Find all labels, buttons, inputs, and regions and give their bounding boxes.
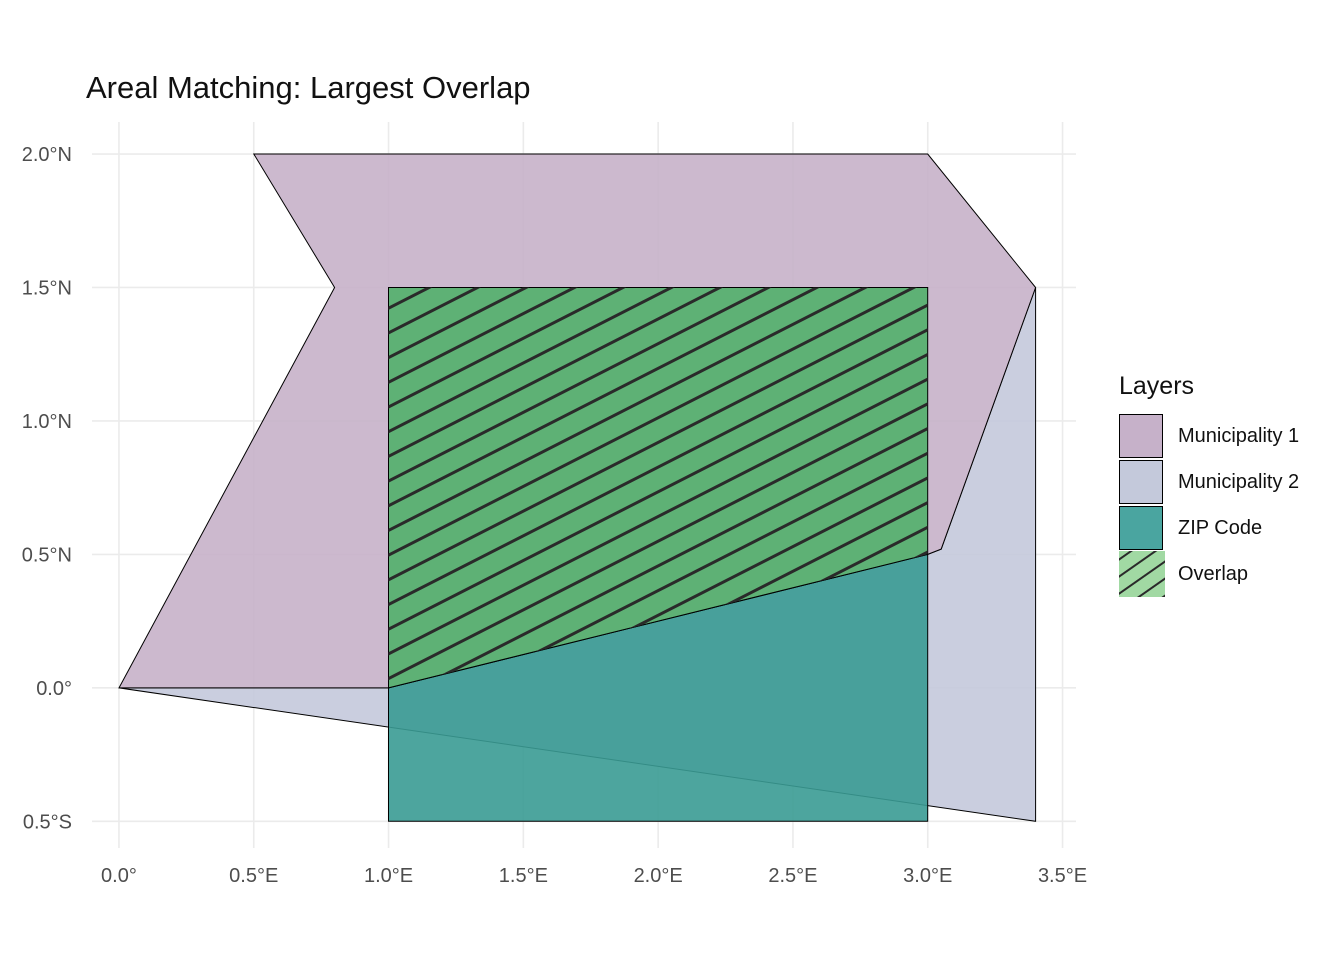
legend-item-municipality-1: Municipality 1 bbox=[1119, 413, 1299, 459]
legend-item-overlap: Overlap bbox=[1119, 551, 1299, 597]
x-axis-ticks: 0.0° 0.5°E 1.0°E 1.5°E 2.0°E 2.5°E 3.0°E 3.5°E bbox=[101, 865, 1087, 887]
y-tick-label: 0.5°S bbox=[23, 811, 72, 833]
y-tick-label: 1.5°N bbox=[22, 277, 72, 299]
map-polygons bbox=[118, 153, 1037, 822]
legend-item-zip-code: ZIP Code bbox=[1119, 505, 1299, 551]
legend-label: Municipality 1 bbox=[1178, 424, 1300, 447]
legend-item-municipality-2: Municipality 2 bbox=[1119, 459, 1299, 505]
y-tick-label: 0.0° bbox=[36, 678, 72, 700]
x-tick-label: 1.0°E bbox=[364, 865, 413, 887]
x-tick-label: 0.0° bbox=[101, 865, 137, 887]
x-tick-label: 2.0°E bbox=[634, 865, 683, 887]
y-tick-label: 0.5°N bbox=[22, 544, 72, 566]
legend-label: ZIP Code bbox=[1178, 516, 1263, 539]
y-tick-label: 2.0°N bbox=[22, 144, 72, 166]
x-tick-label: 3.5°E bbox=[1038, 865, 1087, 887]
x-tick-label: 2.5°E bbox=[768, 865, 817, 887]
legend-key-overlap bbox=[1119, 551, 1165, 597]
polygon-overlap-hatch bbox=[388, 287, 928, 688]
legend-key-municipality-1 bbox=[1119, 414, 1163, 458]
x-tick-label: 0.5°E bbox=[229, 865, 278, 887]
x-tick-label: 1.5°E bbox=[499, 865, 548, 887]
legend-label: Municipality 2 bbox=[1178, 470, 1300, 493]
legend-key-zip-code bbox=[1119, 506, 1163, 550]
legend-title: Layers bbox=[1119, 372, 1195, 400]
x-tick-label: 3.0°E bbox=[903, 865, 952, 887]
legend-items: Municipality 1 Municipality 2 ZIP Code Over… bbox=[1119, 413, 1299, 597]
chart-title: Areal Matching: Largest Overlap bbox=[86, 70, 531, 105]
y-axis-ticks: 2.0°N 1.5°N 1.0°N 0.5°N 0.0° 0.5°S bbox=[22, 144, 72, 833]
legend-key-municipality-2 bbox=[1119, 460, 1163, 504]
y-tick-label: 1.0°N bbox=[22, 411, 72, 433]
legend-label: Overlap bbox=[1178, 562, 1249, 585]
legend: Layers Municipality 1 Municipality 2 ZIP C… bbox=[1119, 372, 1299, 597]
